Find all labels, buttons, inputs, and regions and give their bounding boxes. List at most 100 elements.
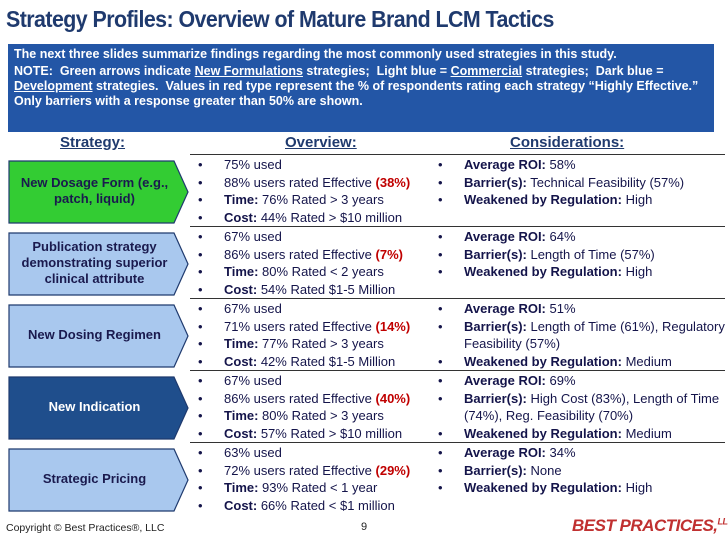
bullet: Time: 93% Rated < 1 year xyxy=(198,479,438,497)
strategy-arrow xyxy=(8,304,189,368)
bullet: Time: 80% Rated > 3 years xyxy=(198,407,438,425)
text-segment: strategies. Values in red type represent… xyxy=(14,79,706,108)
logo-suffix: LLC xyxy=(717,516,728,527)
table-row: New Dosing Regimen 67% used 71% users rate… xyxy=(0,298,728,371)
text-segment: 72% users rated Effective xyxy=(224,462,376,478)
text-segment: 64% xyxy=(545,229,576,244)
text-segment: Barrier(s): xyxy=(464,318,527,334)
text-segment: High Cost (83%), Length of Time (74%), R… xyxy=(464,390,723,424)
table-row: Publication strategy demonstrating super… xyxy=(0,226,728,299)
copyright: Copyright © Best Practices®, LLC xyxy=(6,522,165,534)
text-segment: 44% Rated > $10 million xyxy=(257,209,403,225)
bullet: 67% used xyxy=(198,372,438,390)
bullet: Average ROI: 51% xyxy=(438,300,726,318)
strategy-arrow xyxy=(8,448,189,512)
bullet: Barrier(s): High Cost (83%), Length of T… xyxy=(438,390,726,425)
text-segment: 88% users rated Effective xyxy=(224,174,376,190)
text-segment: Weakened by Regulation: xyxy=(464,264,622,279)
strategy-label: New Indication xyxy=(48,399,141,414)
text-segment: 69% xyxy=(545,373,576,388)
bullet: Weakened by Regulation: High xyxy=(438,191,726,209)
text-segment: 51% xyxy=(545,301,576,316)
table-row: Strategic Pricing 63% used 72% users rated… xyxy=(0,442,728,514)
strategy-arrow xyxy=(8,232,189,296)
bullet: Cost: 54% Rated $1-5 Million xyxy=(198,281,438,299)
table-row: New Dosage Form (e.g., patch, liquid) 75%… xyxy=(0,154,728,226)
text-segment: 86% users rated Effective xyxy=(224,390,376,406)
text-segment: Average ROI: xyxy=(464,301,546,316)
text-segment: 80% Rated < 2 years xyxy=(258,264,384,279)
column-header: Overview: xyxy=(285,134,357,151)
text-segment: 42% Rated $1-5 Million xyxy=(257,353,396,369)
bullet: 88% users rated Effective (38%) xyxy=(198,174,438,192)
text-segment: Time: xyxy=(224,336,259,351)
arrow-shape xyxy=(8,376,189,440)
text-segment: (40%) xyxy=(375,390,411,406)
overview-list: 63% used72% users rated Effective (29%)T… xyxy=(198,444,438,514)
text-segment: 71% users rated Effective xyxy=(224,318,376,334)
text-segment: Time: xyxy=(224,480,259,495)
text-segment: Barrier(s): xyxy=(464,462,527,478)
text-segment: Barrier(s): xyxy=(464,390,527,406)
text-segment: 80% Rated > 3 years xyxy=(258,408,384,423)
text-segment: 58% xyxy=(545,157,576,172)
text-segment: 54% Rated $1-5 Million xyxy=(257,281,396,297)
bullet: Average ROI: 64% xyxy=(438,228,726,246)
strategy-arrow xyxy=(8,376,189,440)
considerations-list: Average ROI: 34%Barrier(s): NoneWeakened… xyxy=(438,444,726,497)
text-segment: High xyxy=(621,480,653,495)
text-segment: Length of Time (61%), Regulatory Feasibi… xyxy=(464,318,725,352)
text-segment: Cost: xyxy=(224,425,258,441)
considerations-list: Average ROI: 58%Barrier(s): Technical Fe… xyxy=(438,156,726,209)
text-segment: Cost: xyxy=(224,497,258,513)
bullet: 71% users rated Effective (14%) xyxy=(198,318,438,336)
text-segment: Medium xyxy=(621,353,672,369)
text-segment: Average ROI: xyxy=(464,373,546,388)
overview-list: 75% used88% users rated Effective (38%)T… xyxy=(198,156,438,226)
bullet: Cost: 57% Rated > $10 million xyxy=(198,425,438,443)
text-segment: 67% used xyxy=(224,373,282,388)
bullet: Weakened by Regulation: High xyxy=(438,263,726,281)
considerations-list: Average ROI: 64%Barrier(s): Length of Ti… xyxy=(438,228,726,281)
bullet: 63% used xyxy=(198,444,438,462)
text-segment: 77% Rated > 3 years xyxy=(258,336,384,351)
text-segment: Weakened by Regulation: xyxy=(464,425,622,441)
text-segment: strategies; Light blue = xyxy=(302,64,451,78)
considerations-list: Average ROI: 69% Barrier(s): High Cost (8… xyxy=(438,372,726,442)
bullet: Average ROI: 58% xyxy=(438,156,726,174)
text-segment: strategies; Dark blue = xyxy=(522,64,667,78)
bullet: 67% used xyxy=(198,300,438,318)
arrow-shape xyxy=(8,232,189,296)
bullet: Barrier(s): Technical Feasibility (57%) xyxy=(438,174,726,192)
strategy-label: Publication strategy demonstrating super… xyxy=(21,239,168,286)
text-segment: Cost: xyxy=(224,353,258,369)
text-segment: Time: xyxy=(224,264,259,279)
text-segment: Medium xyxy=(621,425,672,441)
bullet: Weakened by Regulation: Medium xyxy=(438,353,726,371)
text-segment: Technical Feasibility (57%) xyxy=(526,174,685,190)
row-separator xyxy=(190,226,725,227)
text-segment: NOTE: Green arrows indicate xyxy=(14,64,195,78)
bullet: Weakened by Regulation: High xyxy=(438,479,726,497)
bullet: Average ROI: 34% xyxy=(438,444,726,462)
text-segment: New Formulations xyxy=(194,64,303,78)
bullet: Time: 76% Rated > 3 years xyxy=(198,191,438,209)
text-segment: Time: xyxy=(224,408,259,423)
text-segment: Weakened by Regulation: xyxy=(464,353,622,369)
text-segment: 34% xyxy=(545,445,576,460)
text-segment: Length of Time (57%) xyxy=(526,246,655,262)
column-header: Strategy: xyxy=(60,134,126,151)
text-segment: None xyxy=(526,462,562,478)
slide-title: Strategy Profiles: Overview of Mature Br… xyxy=(6,6,554,32)
column-header: Considerations: xyxy=(510,134,625,151)
logo: BEST PRACTICES,LLC xyxy=(572,516,728,536)
text-segment: 93% Rated < 1 year xyxy=(258,480,378,495)
text-segment: 63% used xyxy=(224,445,282,460)
strategy-label: New Dosing Regimen xyxy=(28,327,161,342)
page-number: 9 xyxy=(361,521,368,533)
text-segment: (7%) xyxy=(375,246,403,262)
bullet: Cost: 44% Rated > $10 million xyxy=(198,209,438,227)
text-segment: Cost: xyxy=(224,209,258,225)
text-segment: 86% users rated Effective xyxy=(224,246,376,262)
intro-box: The next three slides summarize findings… xyxy=(8,44,714,132)
